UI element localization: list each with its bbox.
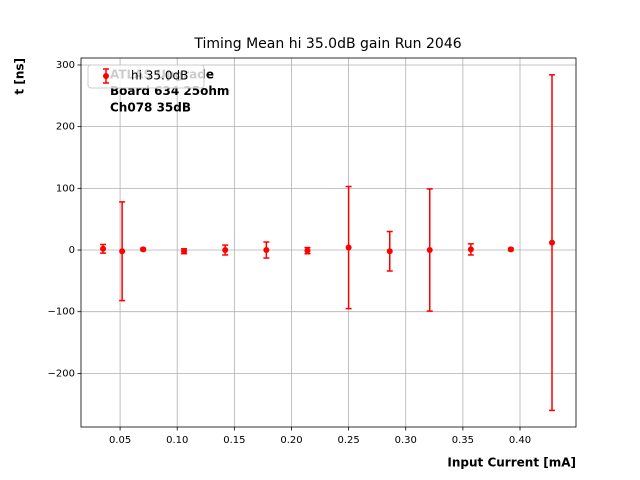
legend-marker: [103, 73, 109, 79]
legend-box: [87, 64, 205, 89]
data-point: [181, 248, 188, 255]
legend: hi 35.0dB: [87, 64, 205, 89]
chart-title: Timing Mean hi 35.0dB gain Run 2046: [193, 36, 461, 52]
data-point: [549, 239, 556, 246]
x-tick-label: 0.20: [280, 435, 302, 446]
y-tick-label: −100: [48, 307, 75, 318]
data-point: [507, 246, 514, 253]
x-tick-label: 0.10: [166, 435, 188, 446]
data-point: [304, 247, 311, 254]
data-point: [222, 247, 229, 254]
data-point: [467, 246, 474, 253]
data-point: [426, 247, 433, 254]
x-tick-label: 0.40: [509, 435, 531, 446]
x-tick-label: 0.15: [223, 435, 245, 446]
annotation: Ch078 35dB: [110, 101, 191, 115]
plot-frame: [80, 57, 577, 428]
legend-label: hi 35.0dB: [131, 69, 188, 83]
data-point: [263, 247, 270, 254]
data-point: [345, 244, 352, 251]
y-tick-label: 100: [56, 183, 75, 194]
data-point: [140, 246, 147, 253]
y-tick-label: 300: [56, 60, 75, 71]
x-tick-label: 0.35: [452, 435, 474, 446]
data-point: [386, 248, 393, 255]
y-axis-label: t [ns]: [13, 58, 27, 95]
x-axis-label: Input Current [mA]: [447, 456, 576, 470]
x-tick-label: 0.30: [395, 435, 417, 446]
x-tick-label: 0.25: [337, 435, 359, 446]
data-point: [119, 248, 126, 255]
y-tick-label: 0: [69, 245, 75, 256]
x-tick-label: 0.05: [109, 435, 131, 446]
data-point: [100, 245, 107, 252]
y-tick-label: 200: [56, 122, 75, 133]
y-tick-label: −200: [48, 368, 75, 379]
